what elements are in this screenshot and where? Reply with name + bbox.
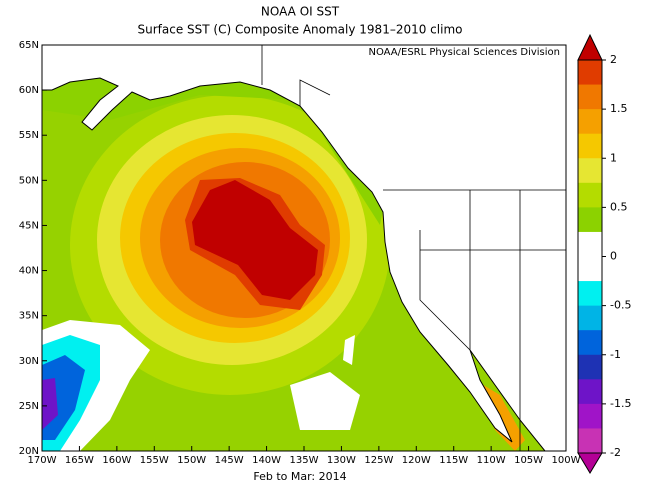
credit: NOAA/ESRL Physical Sciences Division bbox=[369, 47, 561, 58]
colorbar-label: 0 bbox=[610, 250, 617, 263]
colorbar-label: -1.5 bbox=[610, 397, 631, 410]
lat-label: 55N bbox=[19, 130, 39, 141]
colorbar-segment bbox=[578, 428, 602, 454]
colorbar-label: -0.5 bbox=[610, 299, 631, 312]
colorbar-segment bbox=[578, 281, 602, 307]
colorbar-arrow bbox=[577, 33, 603, 61]
lon-label: 145W bbox=[215, 455, 244, 466]
colorbar-segment bbox=[578, 60, 602, 86]
lon-label: 115W bbox=[439, 455, 468, 466]
lon-label: 155W bbox=[140, 455, 169, 466]
anomaly-contour bbox=[42, 378, 58, 430]
colorbar-label: 2 bbox=[610, 53, 617, 66]
lat-label: 60N bbox=[19, 85, 39, 96]
colorbar-segment bbox=[578, 133, 602, 159]
lon-label: 125W bbox=[364, 455, 393, 466]
colorbar-segment bbox=[578, 354, 602, 380]
lon-label: 170W bbox=[28, 455, 57, 466]
colorbar-segment bbox=[578, 305, 602, 331]
lon-label: 135W bbox=[290, 455, 319, 466]
colorbar-segment bbox=[578, 403, 602, 429]
lon-label: 140W bbox=[252, 455, 281, 466]
lon-label: 165W bbox=[65, 455, 94, 466]
colorbar-segment bbox=[578, 109, 602, 135]
colorbar-segment bbox=[578, 84, 602, 110]
anomaly-contour bbox=[343, 335, 355, 365]
colorbar-segment bbox=[578, 379, 602, 405]
subtitle: Surface SST (C) Composite Anomaly 1981–2… bbox=[138, 23, 463, 37]
colorbar-label: 1.5 bbox=[610, 102, 628, 115]
anomaly-contour bbox=[290, 372, 360, 430]
lat-labels: 65N 60N 55N 50N 45N 40N 35N 30N 25N 20N bbox=[19, 40, 47, 457]
land bbox=[42, 45, 566, 451]
colorbar-label: 0.5 bbox=[610, 200, 628, 213]
lat-label: 50N bbox=[19, 175, 39, 186]
lon-label: 100W bbox=[552, 455, 581, 466]
lon-label: 110W bbox=[477, 455, 506, 466]
lon-label: 120W bbox=[402, 455, 431, 466]
title: NOAA OI SST bbox=[261, 5, 340, 19]
colorbar-segment bbox=[578, 158, 602, 184]
colorbar: 2 1.5 1 0.5 0 -0.5 -1 -1.5 -2 bbox=[577, 33, 631, 474]
lon-labels: 170W 165W 160W 155W 150W 145W 140W 135W 130W 125W… bbox=[28, 446, 581, 466]
lat-label: 35N bbox=[19, 311, 39, 322]
colorbar-label: -2 bbox=[610, 446, 621, 459]
lat-label: 25N bbox=[19, 401, 39, 412]
anomaly-contour bbox=[42, 60, 385, 225]
lon-label: 130W bbox=[327, 455, 356, 466]
lat-label: 20N bbox=[19, 446, 39, 457]
colorbar-label: -1 bbox=[610, 348, 621, 361]
borders bbox=[261, 45, 566, 451]
map-area bbox=[42, 45, 566, 451]
colorbar-arrow bbox=[577, 452, 603, 474]
lat-label: 30N bbox=[19, 356, 39, 367]
anomaly-contour bbox=[192, 180, 318, 300]
footer: Feb to Mar: 2014 bbox=[253, 470, 346, 483]
colorbar-segment bbox=[578, 256, 602, 282]
colorbar-label: 1 bbox=[610, 151, 617, 164]
lat-label: 65N bbox=[19, 40, 39, 51]
lon-label: 105W bbox=[514, 455, 543, 466]
colorbar-segment bbox=[578, 182, 602, 208]
lat-label: 40N bbox=[19, 266, 39, 277]
lon-label: 160W bbox=[102, 455, 131, 466]
lat-label: 45N bbox=[19, 220, 39, 231]
colorbar-segment bbox=[578, 207, 602, 233]
colorbar-segment bbox=[578, 231, 602, 257]
lon-label: 150W bbox=[177, 455, 206, 466]
colorbar-segment bbox=[578, 330, 602, 356]
